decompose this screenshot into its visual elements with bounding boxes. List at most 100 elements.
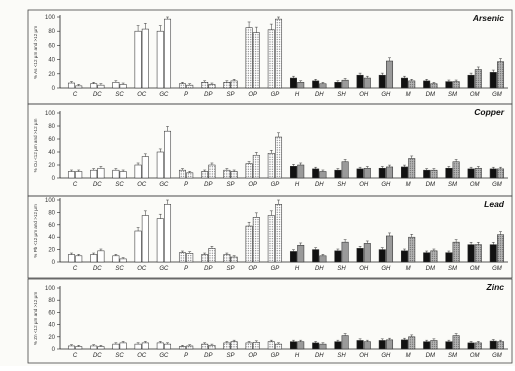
bar-gm-2 xyxy=(497,341,505,350)
bar-gh-2 xyxy=(386,60,394,89)
category-label: OH xyxy=(359,353,369,359)
bar-sc-1 xyxy=(112,169,120,179)
y-tick-label: 100 xyxy=(45,286,56,292)
bar-gm-1 xyxy=(489,72,497,89)
bar-m-2 xyxy=(408,236,416,263)
bar-om-1 xyxy=(467,244,475,263)
category-label: OC xyxy=(137,353,147,359)
y-tick-label: 20 xyxy=(48,163,55,169)
y-tick-label: 40 xyxy=(48,323,55,329)
category-label: GP xyxy=(271,266,280,272)
panel-title: Arsenic xyxy=(472,13,504,23)
bar-oh-2 xyxy=(363,243,371,263)
bar-c-1 xyxy=(67,82,75,89)
bar-p-2 xyxy=(186,84,194,89)
bar-m-1 xyxy=(400,166,408,179)
bar-c-1 xyxy=(67,345,75,350)
category-label: DC xyxy=(93,266,102,272)
bar-gp-2 xyxy=(275,136,283,179)
bar-gp-1 xyxy=(267,153,275,179)
bar-gh-2 xyxy=(386,235,394,263)
panel-arsenic: 0 20 40 60 80 100 % As <12 µm and >12 µm Arseni… xyxy=(27,9,513,105)
category-label: DM xyxy=(426,92,435,98)
category-label: DH xyxy=(315,92,324,98)
bar-dh-1 xyxy=(312,168,320,179)
bar-sp-1 xyxy=(223,254,231,263)
category-label: OC xyxy=(137,266,147,272)
category-label: OM xyxy=(470,353,480,359)
category-label: DM xyxy=(426,266,435,272)
category-label: M xyxy=(406,266,411,272)
bar-sh-1 xyxy=(334,82,342,89)
category-label: C xyxy=(73,92,78,98)
bar-dc-2 xyxy=(97,250,105,263)
bar-sm-1 xyxy=(445,167,453,179)
bar-dp-2 xyxy=(208,84,216,89)
category-label: GH xyxy=(381,92,391,98)
bar-gp-2 xyxy=(275,18,283,89)
bar-m-2 xyxy=(408,158,416,179)
bar-dc-1 xyxy=(90,254,98,263)
bar-gc-1 xyxy=(156,342,164,350)
bar-h-1 xyxy=(289,166,297,179)
panel-frame xyxy=(27,278,513,364)
bar-dp-1 xyxy=(201,171,209,179)
bar-gp-1 xyxy=(267,215,275,263)
bar-dp-2 xyxy=(208,345,216,350)
y-tick-label: 80 xyxy=(48,124,55,130)
bar-op-1 xyxy=(245,342,253,350)
panel-frame xyxy=(27,195,513,279)
bar-sc-2 xyxy=(119,342,127,350)
category-label: DP xyxy=(204,353,212,359)
category-label: OC xyxy=(137,92,147,98)
bar-sc-1 xyxy=(112,255,120,263)
y-tick-label: 100 xyxy=(45,15,56,21)
bar-gh-1 xyxy=(378,340,386,350)
category-label: SM xyxy=(448,182,457,188)
bar-dm-2 xyxy=(430,169,438,179)
category-label: P xyxy=(184,353,188,359)
bar-sh-2 xyxy=(341,241,349,263)
category-label: GP xyxy=(271,353,280,359)
category-label: SH xyxy=(337,92,346,98)
bar-sh-2 xyxy=(341,161,349,179)
category-label: SC xyxy=(115,266,124,272)
bar-dc-2 xyxy=(97,346,105,350)
bar-p-1 xyxy=(178,346,186,350)
bar-p-1 xyxy=(178,83,186,89)
category-label: DH xyxy=(315,353,324,359)
bar-h-2 xyxy=(297,244,305,263)
bar-gm-2 xyxy=(497,61,505,89)
bar-oh-1 xyxy=(356,340,364,350)
bar-gm-2 xyxy=(497,234,505,263)
y-axis-label: % Zn <12 µm and >12 µm xyxy=(33,292,38,345)
y-tick-label: 0 xyxy=(52,347,56,353)
bar-dp-1 xyxy=(201,82,209,89)
bar-gp-1 xyxy=(267,341,275,350)
category-label: SM xyxy=(448,92,457,98)
bar-gp-2 xyxy=(275,204,283,263)
panel-title: Zinc xyxy=(486,282,505,292)
bar-gc-2 xyxy=(164,204,172,263)
bar-h-1 xyxy=(289,341,297,350)
panel-title: Copper xyxy=(474,107,504,117)
bar-op-2 xyxy=(252,154,260,179)
bar-sm-2 xyxy=(452,241,460,263)
bar-sm-2 xyxy=(452,335,460,350)
bar-sh-2 xyxy=(341,79,349,89)
bar-gc-1 xyxy=(156,151,164,179)
category-label: GH xyxy=(381,353,391,359)
category-label: H xyxy=(295,92,300,98)
bar-sc-2 xyxy=(119,171,127,179)
bar-om-1 xyxy=(467,342,475,350)
category-label: H xyxy=(295,353,300,359)
category-label: GM xyxy=(492,353,502,359)
bar-p-2 xyxy=(186,172,194,179)
category-label: DP xyxy=(204,92,212,98)
bar-dp-2 xyxy=(208,164,216,179)
bar-gc-2 xyxy=(164,18,172,89)
y-tick-label: 20 xyxy=(48,72,55,78)
category-label: DC xyxy=(93,182,102,188)
category-label: P xyxy=(184,182,188,188)
bar-p-2 xyxy=(186,253,194,263)
